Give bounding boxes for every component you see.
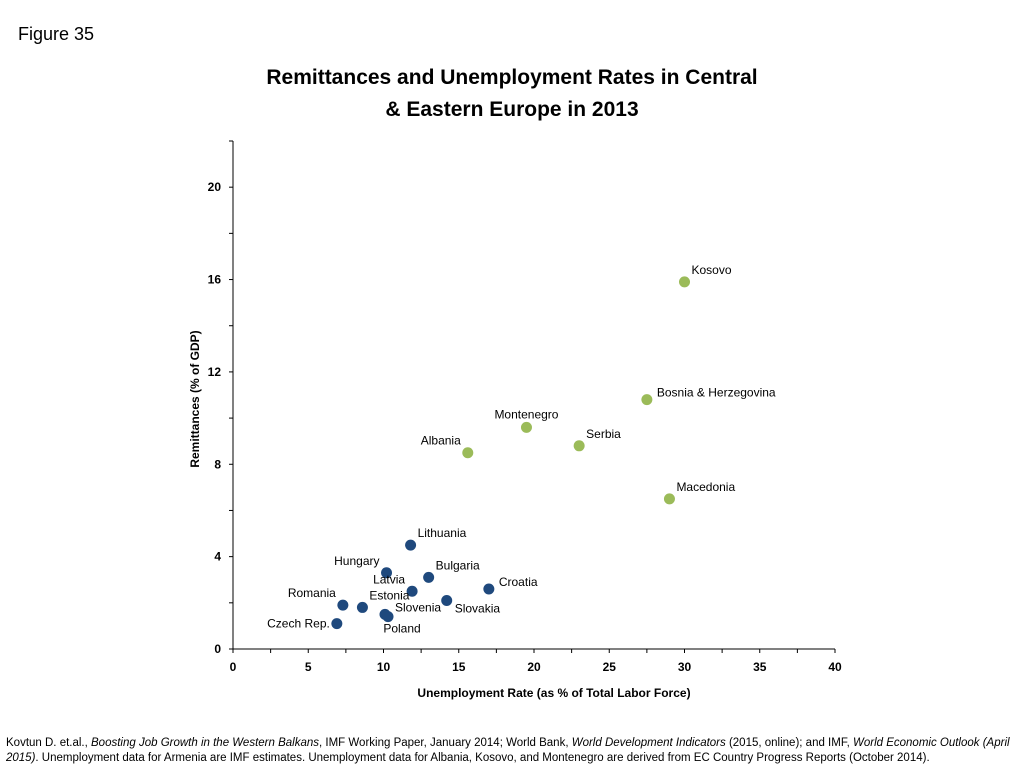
source-part-1: Kovtun D. et.al., [6, 737, 92, 749]
data-point-hungary [381, 567, 393, 579]
source-part-7: . Unemployment data for Armenia are IMF … [35, 752, 930, 764]
data-label: Croatia [499, 575, 538, 589]
y-tick-label: 4 [214, 550, 221, 564]
x-tick-label: 15 [452, 660, 466, 674]
y-tick-label: 20 [208, 180, 222, 194]
data-label: Bosnia & Herzegovina [657, 386, 776, 400]
data-point-romania [337, 599, 349, 611]
data-point-albania [462, 447, 474, 459]
data-point-macedonia [663, 493, 675, 505]
data-point-croatia [483, 583, 495, 595]
y-tick-label: 0 [214, 642, 221, 656]
data-label: Slovenia [395, 600, 441, 614]
source-part-4: World Development Indicators [571, 737, 726, 749]
figure-label: Figure 35 [18, 24, 95, 44]
x-tick-label: 35 [753, 660, 767, 674]
data-label: Serbia [586, 427, 621, 441]
data-label: Lithuania [418, 526, 467, 540]
y-tick-label: 16 [208, 273, 222, 287]
data-label: Montenegro [494, 407, 558, 421]
data-label: Romania [288, 586, 336, 600]
data-label: Macedonia [676, 480, 735, 494]
y-axis-title: Remittances (% of GDP) [188, 330, 202, 467]
data-point-serbia [573, 440, 585, 452]
y-tick-label: 8 [214, 457, 221, 471]
data-label: Czech Rep. [267, 617, 330, 631]
x-tick-label: 40 [828, 660, 842, 674]
data-label: Bulgaria [436, 558, 480, 572]
data-label: Kosovo [692, 263, 732, 277]
source-part-3: , IMF Working Paper, January 2014; World… [319, 737, 572, 749]
x-tick-label: 0 [230, 660, 237, 674]
x-axis-title: Unemployment Rate (as % of Total Labor F… [417, 686, 690, 700]
data-point-poland [382, 611, 394, 623]
data-label: Hungary [334, 554, 379, 568]
data-label: Poland [383, 622, 420, 636]
data-point-estonia [356, 601, 368, 613]
data-point-latvia [406, 585, 418, 597]
source-part-5: (2015, online); and IMF, [725, 737, 853, 749]
data-point-lithuania [405, 539, 417, 551]
x-tick-label: 5 [305, 660, 312, 674]
chart-title-line1: Remittances and Unemployment Rates in Ce… [266, 66, 758, 89]
data-point-czech-rep [331, 618, 343, 630]
data-point-slovakia [441, 595, 453, 607]
data-label: Estonia [369, 588, 409, 602]
chart-title-line2: & Eastern Europe in 2013 [385, 98, 639, 121]
x-tick-label: 10 [377, 660, 391, 674]
data-point-bosnia-herzegovina [641, 394, 653, 406]
data-point-bulgaria [423, 571, 435, 583]
source-note: Kovtun D. et.al., Boosting Job Growth in… [6, 736, 1018, 766]
data-point-kosovo [679, 276, 690, 288]
source-part-2: Boosting Job Growth in the Western Balka… [91, 737, 320, 749]
data-label: Latvia [373, 572, 405, 586]
data-label: Slovakia [455, 602, 501, 616]
source-part-6: World Economic Outlook (April 2015) [6, 737, 1010, 764]
data-point-montenegro [520, 421, 532, 433]
y-tick-label: 12 [208, 365, 222, 379]
data-label: Albania [421, 434, 461, 448]
x-tick-label: 30 [678, 660, 692, 674]
x-tick-label: 25 [603, 660, 617, 674]
x-tick-label: 20 [527, 660, 541, 674]
scatter-chart: 0 5 10 15 20 25 30 35 40 0 4 8 12 16 20 Unemployment Ra… [188, 140, 842, 700]
